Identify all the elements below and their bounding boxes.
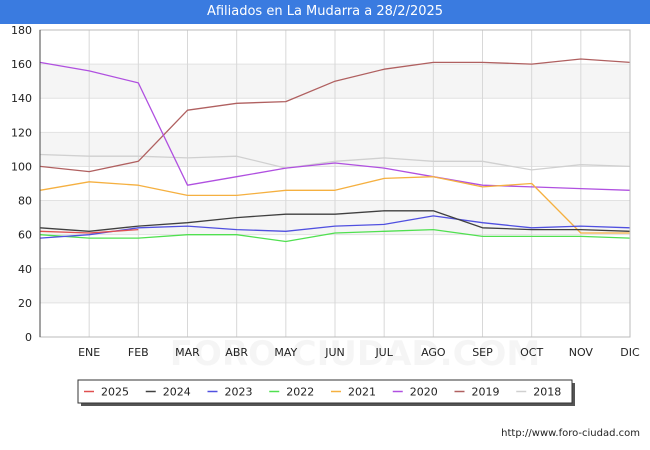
x-tick-label: ENE	[78, 346, 100, 359]
x-tick-label: OCT	[520, 346, 543, 359]
legend-label-2021: 2021	[348, 386, 376, 399]
legend-label-2023: 2023	[225, 386, 253, 399]
y-tick-label: 40	[18, 263, 32, 276]
x-tick-label: FEB	[128, 346, 149, 359]
series-line-2022	[39, 228, 631, 243]
x-tick-label: NOV	[569, 346, 594, 359]
y-tick-label: 0	[25, 331, 32, 344]
series-lines	[39, 58, 631, 243]
series-line-2021	[39, 176, 630, 234]
series-line-2023	[39, 215, 631, 239]
series-line-2025	[39, 228, 139, 234]
legend-label-2019: 2019	[472, 386, 500, 399]
y-tick-label: 160	[11, 58, 32, 71]
footer-url[interactable]: http://www.foro-ciudad.com	[501, 428, 640, 439]
legend-label-2024: 2024	[163, 386, 191, 399]
y-tick-label: 180	[11, 24, 32, 37]
legend-label-2025: 2025	[101, 386, 129, 399]
chart-title: Afiliados en La Mudarra a 28/2/2025	[0, 0, 650, 24]
y-tick-label: 140	[11, 92, 32, 105]
axes: 0 20 40 60 80 100 120 140 160 180 ENE FEB MAR ABR MAY J…	[11, 24, 640, 359]
x-tick-label: JUN	[324, 346, 345, 359]
y-tick-label: 100	[11, 160, 32, 173]
x-tick-label: DIC	[620, 346, 640, 359]
watermark: FORO-CIUDAD.COM	[170, 334, 541, 374]
y-tick-label: 60	[18, 229, 32, 242]
series-line-2020	[39, 61, 631, 191]
series-line-2019	[39, 58, 631, 173]
y-tick-label: 120	[11, 126, 32, 139]
legend-label-2020: 2020	[410, 386, 438, 399]
x-tick-label: MAR	[175, 346, 200, 359]
legend-label-2022: 2022	[286, 386, 314, 399]
y-tick-label: 20	[18, 297, 32, 310]
x-tick-label: MAY	[274, 346, 297, 359]
y-tick-label: 80	[18, 195, 32, 208]
x-tick-label: JUL	[374, 346, 393, 359]
legend-label-2018: 2018	[533, 386, 561, 399]
x-tick-label: ABR	[225, 346, 248, 359]
x-tick-label: SEP	[472, 346, 493, 359]
series-line-2024	[39, 210, 631, 232]
series-line-2018	[39, 153, 631, 171]
legend-box	[77, 379, 573, 404]
x-tick-label: AGO	[421, 346, 446, 359]
legend: 2025 2024 2023 2022 2021 2020 2019 2018	[77, 379, 575, 406]
